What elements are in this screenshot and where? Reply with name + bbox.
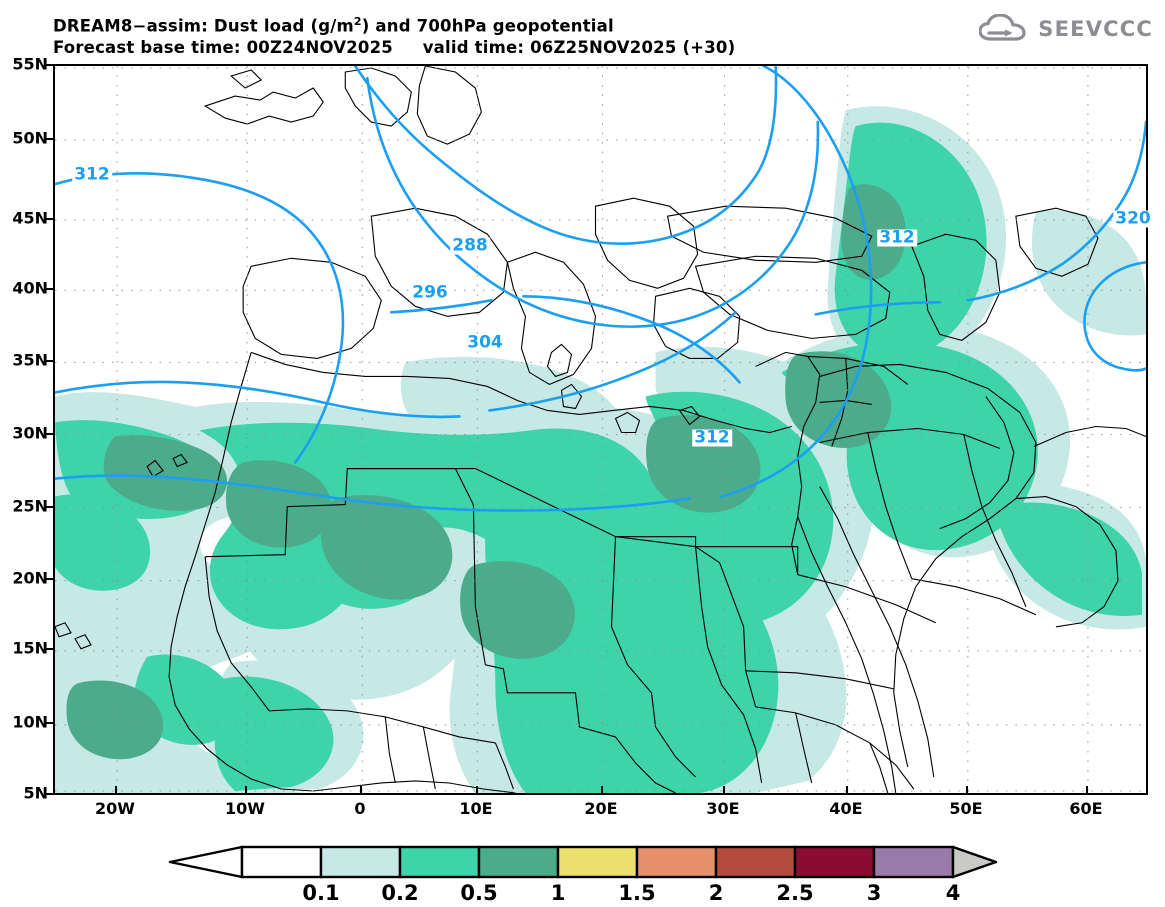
- colorbar-seg-8: [872, 845, 955, 879]
- geopotential-contours: [55, 66, 1146, 512]
- y-tick-mark: [44, 218, 53, 220]
- colorbar-tick-1: 1: [550, 881, 566, 905]
- x-tick-mark: [723, 786, 725, 795]
- colorbar-over-arrow: [951, 845, 998, 879]
- x-tick-label-20E: 20E: [584, 799, 618, 818]
- y-tick-mark: [44, 138, 53, 140]
- y-tick-mark: [44, 722, 53, 724]
- y-tick-label-10N: 10N: [12, 712, 48, 732]
- y-tick-label-5N: 5N: [23, 783, 48, 803]
- y-tick-label-50N: 50N: [12, 128, 48, 148]
- y-tick-mark: [44, 360, 53, 362]
- colorbar-tick-0.5: 0.5: [460, 881, 498, 905]
- y-tick-mark: [44, 288, 53, 290]
- cloud-wind-icon: [979, 14, 1026, 41]
- y-tick-mark: [44, 648, 53, 650]
- colorbar-tick-1.5: 1.5: [618, 881, 656, 905]
- map-canvas: [55, 66, 1146, 793]
- y-tick-label-15N: 15N: [12, 638, 48, 658]
- x-tick-label-40E: 40E: [829, 799, 863, 818]
- colorbar-tick-0.1: 0.1: [302, 881, 340, 905]
- colorbar-seg-3: [477, 845, 560, 879]
- map-plot-area[interactable]: [53, 64, 1148, 795]
- coastlines-and-borders: [55, 66, 1146, 793]
- y-tick-mark: [44, 793, 53, 795]
- contour-label-312-4: 312: [692, 427, 732, 448]
- x-tick-mark: [1086, 786, 1088, 795]
- colorbar-tick-2.5: 2.5: [776, 881, 814, 905]
- y-tick-label-55N: 55N: [12, 54, 48, 74]
- colorbar-seg-7: [793, 845, 876, 879]
- colorbar[interactable]: [168, 845, 998, 879]
- colorbar-swatches[interactable]: [168, 845, 998, 879]
- y-tick-mark: [44, 506, 53, 508]
- title-line-1-pre: DREAM8−assim: Dust load (g/m: [53, 16, 354, 36]
- y-tick-label-25N: 25N: [12, 496, 48, 516]
- colorbar-seg-1: [319, 845, 402, 879]
- x-tick-mark: [846, 786, 848, 795]
- contour-label-296-2: 296: [410, 282, 450, 303]
- contour-label-320-6: 320: [1113, 208, 1153, 229]
- title-line-1: DREAM8−assim: Dust load (g/m2) and 700hP…: [53, 11, 753, 37]
- y-tick-label-35N: 35N: [12, 350, 48, 370]
- colorbar-tick-0.2: 0.2: [381, 881, 419, 905]
- x-tick-mark: [476, 786, 478, 795]
- seevccc-logo: SEEVCCC: [979, 14, 1153, 44]
- colorbar-segments: [240, 845, 955, 879]
- colorbar-tick-4: 4: [945, 881, 961, 905]
- y-tick-label-20N: 20N: [12, 568, 48, 588]
- colorbar-seg-0: [240, 845, 323, 879]
- contour-label-288-1: 288: [450, 235, 490, 256]
- colorbar-seg-6: [714, 845, 797, 879]
- colorbar-seg-5: [635, 845, 718, 879]
- x-tick-label-10E: 10E: [459, 799, 493, 818]
- logo-text: SEEVCCC: [1038, 17, 1153, 41]
- title-units-superscript: 2: [353, 15, 362, 28]
- x-tick-mark: [245, 786, 247, 795]
- x-tick-label-30E: 30E: [706, 799, 740, 818]
- title-line-1-post: ) and 700hPa geopotential: [361, 16, 614, 36]
- colorbar-seg-2: [398, 845, 481, 879]
- chart-title-block: DREAM8−assim: Dust load (g/m2) and 700hP…: [53, 11, 753, 58]
- x-tick-label-0: 0: [354, 799, 366, 818]
- x-tick-mark: [966, 786, 968, 795]
- dust-contour-level-0.5: [66, 184, 906, 760]
- x-tick-mark: [360, 786, 362, 795]
- x-tick-label-60E: 60E: [1069, 799, 1103, 818]
- x-tick-mark: [115, 786, 117, 795]
- lat-lon-gridlines: [55, 66, 1146, 793]
- x-tick-label-20W: 20W: [95, 799, 135, 818]
- y-tick-label-40N: 40N: [12, 278, 48, 298]
- contour-label-312-5: 312: [877, 227, 917, 248]
- y-tick-label-30N: 30N: [12, 423, 48, 443]
- x-tick-label-10W: 10W: [225, 799, 265, 818]
- colorbar-tick-3: 3: [866, 881, 882, 905]
- y-tick-mark: [44, 433, 53, 435]
- contour-label-312-0: 312: [72, 164, 112, 185]
- y-tick-label-45N: 45N: [12, 208, 48, 228]
- x-tick-label-50E: 50E: [949, 799, 983, 818]
- title-line-2: Forecast base time: 00Z24NOV2025 valid t…: [53, 37, 736, 57]
- colorbar-under-arrow: [168, 845, 244, 879]
- y-tick-mark: [44, 578, 53, 580]
- x-tick-mark: [601, 786, 603, 795]
- y-tick-mark: [44, 64, 53, 66]
- contour-label-304-3: 304: [465, 332, 505, 353]
- colorbar-tick-2: 2: [708, 881, 724, 905]
- colorbar-seg-4: [556, 845, 639, 879]
